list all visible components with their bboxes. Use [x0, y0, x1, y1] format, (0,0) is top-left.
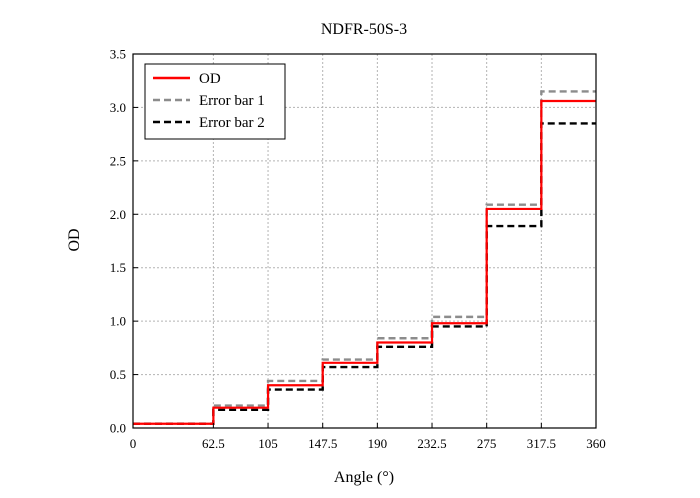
series-error-bar-1	[133, 90, 596, 425]
x-tick-label: 275	[477, 436, 497, 451]
legend-box	[144, 63, 286, 140]
legend-label: Error bar 1	[199, 93, 265, 109]
y-tick-label: 1.0	[110, 314, 126, 329]
y-tick-label: 3.5	[110, 47, 126, 62]
y-tick-label: 2.0	[110, 207, 126, 222]
x-tick-label: 105	[258, 436, 278, 451]
y-tick-label: 2.5	[110, 153, 126, 168]
y-tick-label: 1.5	[110, 260, 126, 275]
chart-title: NDFR-50S-3	[321, 21, 407, 38]
x-tick-label: 360	[586, 436, 606, 451]
y-tick-label: 0.5	[110, 367, 126, 382]
series-layer	[133, 90, 596, 425]
x-tick-label: 232.5	[417, 436, 446, 451]
series-od	[133, 99, 596, 425]
y-tick-label: 3.0	[110, 100, 126, 115]
x-tick-label: 62.5	[202, 436, 225, 451]
plot-frame	[132, 53, 597, 429]
x-tick-label: 147.5	[308, 436, 337, 451]
legend-label: OD	[199, 71, 221, 87]
legend: OD Error bar 1 Error bar 2	[144, 63, 286, 140]
legend-label: Error bar 2	[199, 115, 265, 131]
y-axis-label: OD	[66, 228, 83, 251]
x-tick-label: 317.5	[527, 436, 556, 451]
x-axis-label: Angle (°)	[334, 469, 394, 486]
series-error-bar-2	[133, 122, 596, 425]
x-tick-label: 190	[368, 436, 388, 451]
ticks: 0 62.5 105 147.5 190 232.5 275 317.5 360 0.0 0.5 1.…	[110, 47, 606, 452]
y-tick-label: 0.0	[110, 421, 126, 436]
x-tick-label: 0	[130, 436, 137, 451]
